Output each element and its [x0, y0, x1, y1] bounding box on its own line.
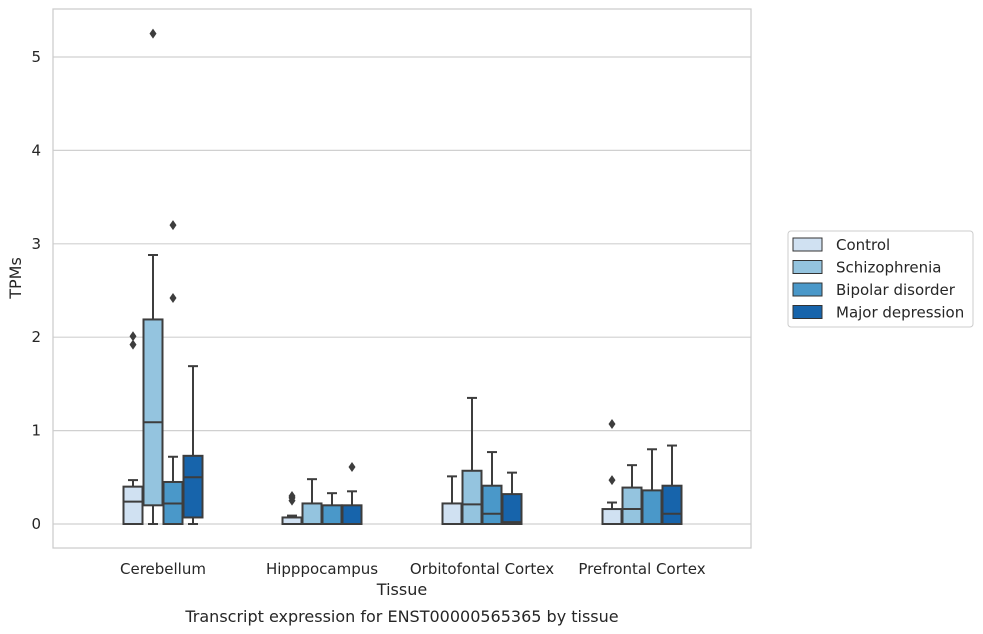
box-plot	[441, 475, 463, 525]
box	[182, 454, 204, 519]
box	[142, 318, 164, 507]
box-plot	[621, 464, 643, 526]
y-axis-ticks: 0 1 2 3 4 5	[31, 48, 41, 533]
y-tick-label: 2	[31, 328, 41, 346]
legend-swatch	[792, 282, 823, 297]
plot-frame	[52, 8, 752, 549]
legend-swatch	[792, 237, 823, 252]
box-plots	[122, 28, 683, 526]
box-plot	[461, 396, 483, 525]
legend: Control Schizophrenia Bipolar disorder Majo…	[787, 230, 974, 328]
box-plot	[162, 220, 184, 525]
y-tick-label: 0	[31, 515, 41, 533]
box-plot	[601, 419, 623, 525]
y-tick-label: 3	[31, 235, 41, 253]
legend-swatch	[792, 260, 823, 274]
y-axis-label: TPMs	[6, 257, 25, 300]
outlier-point	[608, 475, 616, 486]
legend-label: Schizophrenia	[836, 259, 941, 277]
box-plot	[661, 444, 683, 525]
box-plot	[341, 462, 363, 526]
y-tick-label: 5	[31, 48, 41, 66]
legend-swatch	[792, 305, 823, 319]
box	[461, 469, 483, 525]
legend-label: Major depression	[836, 304, 964, 322]
outlier-point	[608, 419, 616, 430]
legend-label: Control	[836, 236, 890, 254]
x-axis-ticks: Cerebellum Hipppocampus Orbitofontal Corte…	[120, 560, 706, 578]
box	[441, 502, 463, 525]
legend-label: Bipolar disorder	[836, 281, 956, 299]
box-plot	[501, 471, 523, 525]
box	[601, 508, 623, 525]
box-plot	[301, 478, 323, 525]
box	[641, 489, 663, 526]
outlier-point	[169, 292, 177, 303]
outlier-point	[288, 490, 296, 501]
box	[122, 485, 144, 526]
box	[661, 484, 683, 525]
x-tick-label: Orbitofontal Cortex	[410, 560, 554, 578]
box	[621, 486, 643, 526]
outlier-point	[348, 462, 356, 473]
box	[501, 493, 523, 525]
box	[481, 484, 503, 525]
x-tick-label: Hipppocampus	[266, 560, 378, 578]
x-tick-label: Cerebellum	[120, 560, 206, 578]
box-plot	[641, 448, 663, 526]
box-plot	[481, 451, 503, 525]
box-plot	[281, 490, 303, 525]
box-plot	[182, 365, 204, 525]
outlier-point	[129, 331, 137, 342]
box-plot	[142, 28, 164, 525]
y-tick-label: 1	[31, 422, 41, 440]
outlier-point	[169, 220, 177, 231]
outlier-point	[129, 339, 137, 350]
box	[341, 504, 363, 526]
outlier-point	[149, 28, 157, 39]
chart-caption: Transcript expression for ENST0000056536…	[184, 607, 618, 626]
x-axis-label: Tissue	[376, 580, 427, 599]
x-tick-label: Prefrontal Cortex	[578, 560, 705, 578]
box-plot	[122, 331, 144, 526]
box-plot	[321, 492, 343, 526]
y-tick-label: 4	[31, 141, 41, 159]
box	[321, 504, 343, 526]
box	[301, 502, 323, 525]
legend-frame	[787, 230, 974, 328]
